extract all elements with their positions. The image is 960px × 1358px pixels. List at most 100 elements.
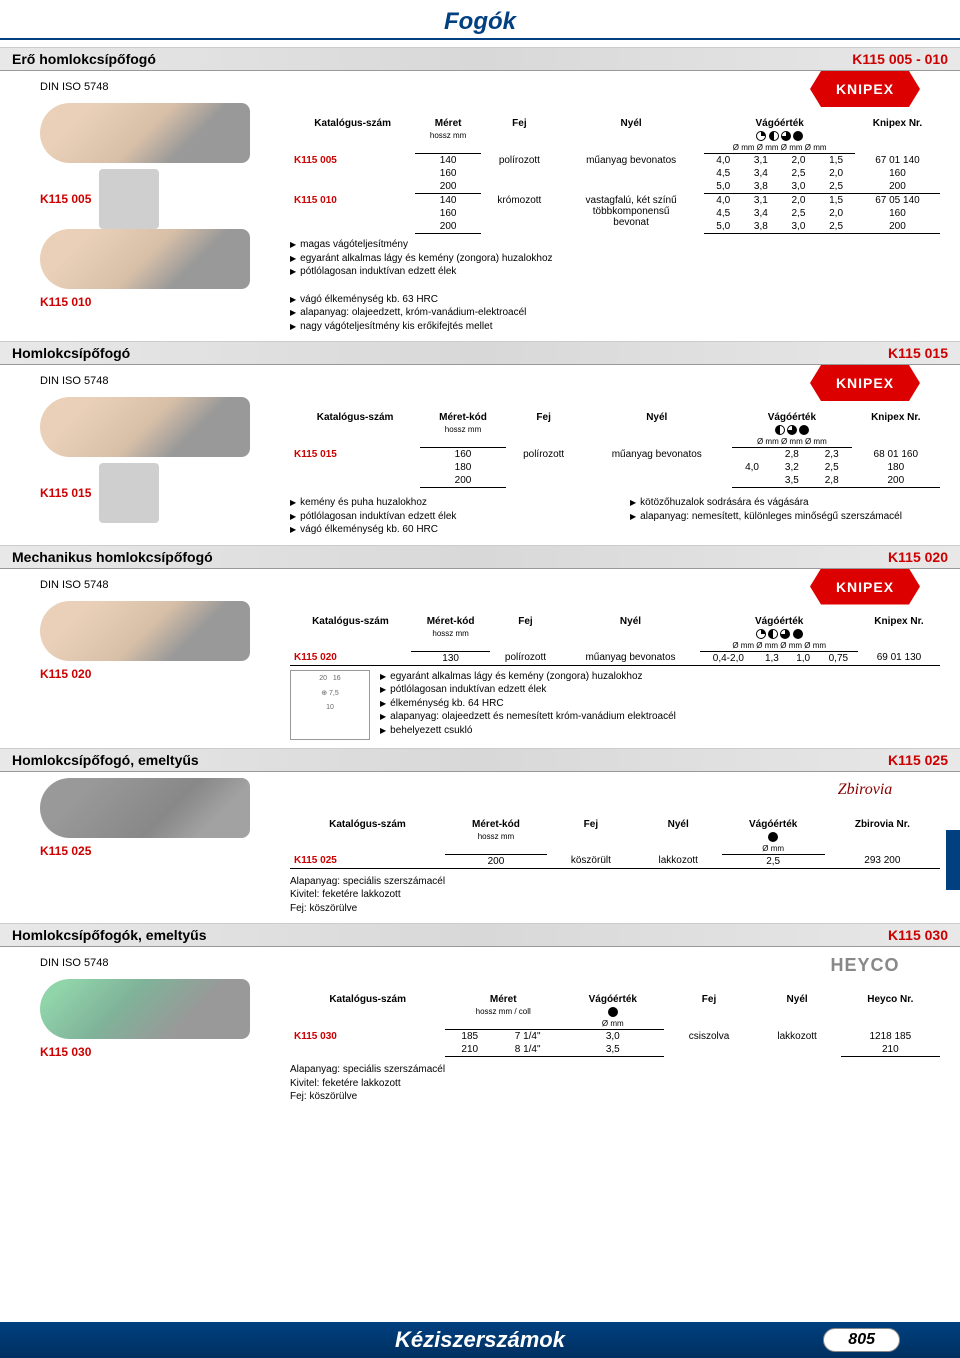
section-code: K115 015 [888, 345, 948, 361]
brand-badge: HEYCO [810, 947, 920, 983]
circle-icon-h [769, 131, 779, 141]
left-column: DIN ISO 5748 K115 030 [40, 953, 280, 1104]
section-content: DIN ISO 5748K115 005K115 010KNIPEXKataló… [0, 71, 960, 335]
notes: Alapanyag: speciális szerszámacélKivitel… [290, 875, 940, 916]
bullet-item: egyaránt alkalmas lágy és kemény (zongor… [302, 252, 940, 266]
bullet-list: magas vágóteljesítményegyaránt alkalmas … [290, 238, 940, 279]
bullet-item: kötözőhuzalok sodrására és vágására [642, 496, 940, 510]
section-title: Homlokcsípőfogó [12, 345, 130, 361]
left-column: K115 025 [40, 778, 280, 916]
circle-icon-full [768, 832, 778, 842]
page-title: Fogók [0, 0, 960, 38]
product-image [40, 778, 250, 838]
section-title: Mechanikus homlokcsípőfogó [12, 549, 213, 565]
bullet-item: pótlólagosan induktívan edzett élek [392, 683, 940, 697]
circle-icon-q3 [781, 131, 791, 141]
bullet-item: élkeménység kb. 64 HRC [392, 697, 940, 711]
footer: Kéziszerszámok 805 [0, 1322, 960, 1358]
side-tab [946, 830, 960, 890]
bullet-list: vágó élkeménység kb. 63 HRCalapanyag: ol… [290, 293, 940, 334]
header-rule [0, 38, 960, 41]
product-image [40, 103, 250, 163]
section-bar: Homlokcsípőfogó K115 015 [0, 341, 960, 365]
product-code-label: K115 005 [40, 192, 91, 206]
circle-icon-q3 [780, 629, 790, 639]
circle-icon-full [608, 1007, 618, 1017]
brand-badge: Zbirovia [810, 772, 920, 808]
product-code-label: K115 015 [40, 486, 91, 500]
spec-table: Katalógus-számMéret-kódFejNyélVágóértékK… [290, 615, 940, 666]
section-code: K115 005 - 010 [852, 51, 948, 67]
brand-badge: KNIPEX [810, 569, 920, 605]
section-bar: Homlokcsípőfogó, emeltyűs K115 025 [0, 748, 960, 772]
bullet-item: alapanyag: olajeedzett és nemesített kró… [392, 710, 940, 724]
notes: Alapanyag: speciális szerszámacélKivitel… [290, 1063, 940, 1104]
left-column: DIN ISO 5748 K115 005 K115 010 [40, 77, 280, 333]
product-code-label: K115 025 [40, 844, 280, 858]
product-image [40, 397, 250, 457]
bullet-item: pótlólagosan induktívan edzett élek [302, 265, 940, 279]
bullet-item: vágó élkeménység kb. 63 HRC [302, 293, 940, 307]
spec-table: Katalógus-számMéret-kódFejNyélVágóértékK… [290, 411, 940, 488]
circle-icon-full [793, 131, 803, 141]
note-line: Kivitel: feketére lakkozott [290, 888, 940, 902]
bullet-item: alapanyag: nemesített, különleges minősé… [642, 510, 940, 524]
bullet-item: vágó élkeménység kb. 60 HRC [302, 523, 600, 537]
circle-icon-q3 [787, 425, 797, 435]
section-content: DIN ISO 5748K115 020KNIPEXKatalógus-szám… [0, 569, 960, 742]
bullet-item: magas vágóteljesítmény [302, 238, 940, 252]
section-title: Homlokcsípőfogó, emeltyűs [12, 752, 199, 768]
bullet-item: pótlólagosan induktívan edzett élek [302, 510, 600, 524]
section-title: Erő homlokcsípőfogó [12, 51, 156, 67]
note-line: Fej: köszörülve [290, 1090, 940, 1104]
section-content: DIN ISO 5748K115 030HEYCOKatalógus-számM… [0, 947, 960, 1106]
din-label: DIN ISO 5748 [40, 81, 280, 93]
note-line: Alapanyag: speciális szerszámacél [290, 1063, 940, 1077]
section-bar: Mechanikus homlokcsípőfogó K115 020 [0, 545, 960, 569]
section-content: K115 025 Zbirovia Katalógus-számMéret-kódF… [0, 772, 960, 918]
right-column: KNIPEXKatalógus-számMéretFejNyélVágóérté… [290, 77, 940, 333]
bullet-list: egyaránt alkalmas lágy és kemény (zongor… [380, 670, 940, 738]
bullet-item: behelyezett csukló [392, 724, 940, 738]
page-number: 805 [823, 1328, 900, 1352]
circle-icon-h [768, 629, 778, 639]
circle-icon-full [799, 425, 809, 435]
note-line: Fej: köszörülve [290, 902, 940, 916]
circle-icon-q1 [756, 131, 766, 141]
product-image [40, 601, 250, 661]
bullet-item: egyaránt alkalmas lágy és kemény (zongor… [392, 670, 940, 684]
spec-table: Katalógus-számMéret-kódFejNyélVágóértékZ… [290, 818, 940, 869]
right-column: KNIPEXKatalógus-számMéret-kódFejNyélVágó… [290, 575, 940, 740]
din-label: DIN ISO 5748 [40, 579, 280, 591]
right-column: HEYCOKatalógus-számMéretVágóértékFejNyél… [290, 953, 940, 1104]
bullet-item: alapanyag: olajeedzett, króm-vanádium-el… [302, 306, 940, 320]
section-bar: Homlokcsípőfogók, emeltyűs K115 030 [0, 923, 960, 947]
section-code: K115 020 [888, 549, 948, 565]
product-image [40, 229, 250, 289]
left-column: DIN ISO 5748 K115 015 [40, 371, 280, 537]
bullet-list: kemény és puha huzalokhozpótlólagosan in… [290, 496, 600, 537]
bullet-list: kötözőhuzalok sodrására és vágásáraalapa… [630, 496, 940, 537]
circle-icon-h [775, 425, 785, 435]
din-label: DIN ISO 5748 [40, 375, 280, 387]
right-column: KNIPEXKatalógus-számMéret-kódFejNyélVágó… [290, 371, 940, 537]
circle-icon-full [793, 629, 803, 639]
product-image [40, 979, 250, 1039]
spec-table: Katalógus-számMéretFejNyélVágóértékKnipe… [290, 117, 940, 234]
section-title: Homlokcsípőfogók, emeltyűs [12, 927, 206, 943]
section-code: K115 025 [888, 752, 948, 768]
thumbnail [99, 463, 159, 523]
product-code-label: K115 030 [40, 1045, 280, 1059]
bullet-item: kemény és puha huzalokhoz [302, 496, 600, 510]
spec-table: Katalógus-számMéretVágóértékFejNyélHeyco… [290, 993, 940, 1057]
section-code: K115 030 [888, 927, 948, 943]
product-code-label: K115 010 [40, 295, 280, 309]
bullet-item: nagy vágóteljesítmény kis erőkifejtés me… [302, 320, 940, 334]
two-col-bullets: kemény és puha huzalokhozpótlólagosan in… [290, 492, 940, 537]
dimension-diagram: 20 16⊕ 7,510 [290, 670, 370, 740]
left-column: DIN ISO 5748K115 020 [40, 575, 280, 740]
circle-icon-q1 [756, 629, 766, 639]
brand-badge: KNIPEX [810, 365, 920, 401]
din-label: DIN ISO 5748 [40, 957, 280, 969]
brand-badge: KNIPEX [810, 71, 920, 107]
